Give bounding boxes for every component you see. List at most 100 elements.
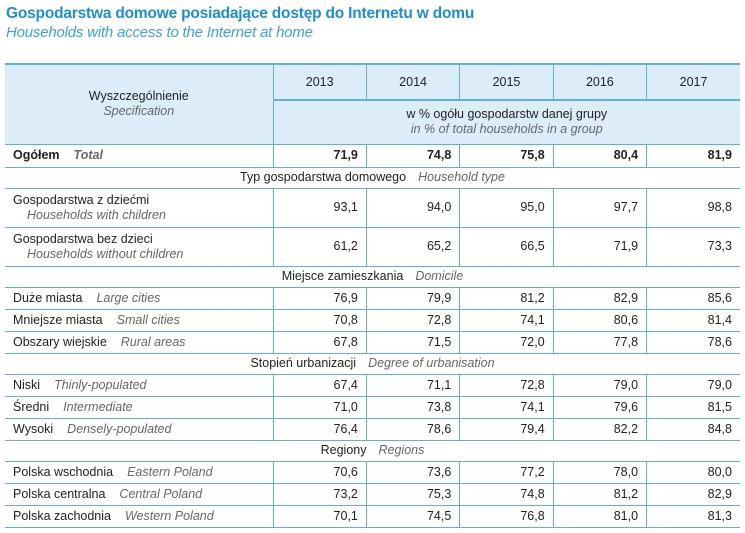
label-pl: Polska centralna [13,486,106,501]
label-en: Intermediate [63,399,133,414]
value-cell: 73,8 [365,396,460,419]
value-cell: 94,0 [365,188,460,228]
label-en: Eastern Poland [127,464,213,479]
value-cell: 79,6 [552,396,647,419]
value-cell: 71,1 [365,374,460,397]
label-pl: Polska zachodnia [13,508,111,523]
value-cell: 80,0 [646,461,740,484]
unit-header: w % ogółu gospodarstw danej grupy in % of… [272,99,740,145]
value-cell: 79,4 [459,418,554,441]
value-cell: 71,9 [552,227,647,267]
value-cell: 71,0 [272,396,367,419]
table-row: Duże miasta Large cities 76,9 79,9 81,2 82,9 8… [5,287,740,310]
value-cell: 66,5 [459,227,554,267]
value-cell: 81,4 [646,309,740,332]
table-row: Gospodarstwa z dziećmi Households with ch… [5,188,740,228]
value-cell: 77,8 [552,331,647,354]
spec-header-en: Specification [103,104,175,119]
value-cell: 95,0 [459,188,554,228]
value-cell: 82,9 [552,287,647,310]
year-header: 2014 [365,63,460,101]
section-row: Typ gospodarstwa domowego Household type [5,167,740,189]
label-pl: Mniejsze miasta [13,312,103,327]
value-cell: 72,0 [459,331,554,354]
section-en: Domicile [415,269,464,283]
label-en: Households with children [27,207,166,222]
row-label: Niski Thinly-populated [5,374,273,397]
value-cell: 73,6 [365,461,460,484]
value-cell: 70,1 [272,505,367,528]
value-cell: 70,8 [272,309,367,332]
year-header: 2016 [552,63,647,101]
section-pl: Typ gospodarstwa domowego [240,170,407,184]
value-cell: 75,3 [365,483,460,506]
unit-en: in % of total households in a group [410,122,603,137]
value-cell: 72,8 [459,374,554,397]
value-cell: 80,6 [552,309,647,332]
value-cell: 76,8 [459,505,554,528]
value-cell: 76,4 [272,418,367,441]
section-en: Degree of urbanisation [368,356,495,370]
label-en: Densely-populated [67,421,172,436]
table-row: Polska centralna Central Poland 73,2 75,3 74… [5,483,740,506]
row-label: Średni Intermediate [5,396,273,419]
label-pl: Ogółem [13,148,60,162]
table-row: Wysoki Densely-populated 76,4 78,6 79,4 82,2 8… [5,418,740,441]
value-cell: 82,2 [552,418,647,441]
value-cell: 72,8 [365,309,460,332]
table-subtitle: Households with access to the Internet a… [6,24,313,41]
label-pl: Polska wschodnia [13,464,114,479]
row-label: Obszary wiejskie Rural areas [5,331,273,354]
section-row: Stopień urbanizacji Degree of urbanisatio… [5,353,740,375]
table-row: Średni Intermediate 71,0 73,8 74,1 79,6 81,5 [5,396,740,419]
value-cell: 73,2 [272,483,367,506]
section-row: Miejsce zamieszkania Domicile [5,266,740,288]
label-en: Central Poland [119,486,203,501]
year-header: 2017 [646,63,740,101]
row-label: Polska centralna Central Poland [5,483,273,506]
value-cell: 77,2 [459,461,554,484]
value-cell: 74,8 [365,144,460,168]
value-cell: 67,8 [272,331,367,354]
value-cell: 70,6 [272,461,367,484]
label-en: Households without children [27,246,184,261]
label-en: Small cities [116,312,180,327]
value-cell: 81,5 [646,396,740,419]
value-cell: 81,0 [552,505,647,528]
section-row: Regiony Regions [5,440,740,462]
value-cell: 80,4 [552,144,647,168]
table-row: Polska zachodnia Western Poland 70,1 74,5 76… [5,505,740,528]
value-cell: 93,1 [272,188,367,228]
section-header: Regiony Regions [5,440,740,462]
year-header: 2015 [459,63,554,101]
label-pl: Duże miasta [13,290,83,305]
year-header: 2013 [272,63,367,101]
value-cell: 84,8 [646,418,740,441]
value-cell: 81,2 [552,483,647,506]
value-cell: 78,6 [365,418,460,441]
spec-header: Wyszczególnienie Specification [5,63,274,145]
value-cell: 61,2 [272,227,367,267]
value-cell: 85,6 [646,287,740,310]
row-label: Gospodarstwa bez dzieci Households withou… [5,227,273,267]
section-pl: Miejsce zamieszkania [281,269,404,283]
section-header: Typ gospodarstwa domowego Household type [5,167,740,189]
table-row: Polska wschodnia Eastern Poland 70,6 73,6 77… [5,461,740,484]
value-cell: 76,9 [272,287,367,310]
section-pl: Regiony [320,443,367,457]
table-title: Gospodarstwa domowe posiadające dostęp d… [6,5,475,22]
spec-header-pl: Wyszczególnienie [88,89,189,104]
value-cell: 82,9 [646,483,740,506]
section-pl: Stopień urbanizacji [250,356,357,370]
value-cell: 71,9 [272,144,367,168]
data-table: Wyszczególnienie Specification 2013 2014 … [5,63,740,528]
row-label: Polska wschodnia Eastern Poland [5,461,273,484]
label-pl: Gospodarstwa z dziećmi [13,192,150,207]
value-cell: 75,8 [459,144,554,168]
section-en: Regions [378,443,425,457]
row-label: Polska zachodnia Western Poland [5,505,273,528]
value-cell: 78,6 [646,331,740,354]
label-pl: Gospodarstwa bez dzieci [13,231,153,246]
section-en: Household type [418,170,505,184]
label-en: Western Poland [124,508,214,523]
